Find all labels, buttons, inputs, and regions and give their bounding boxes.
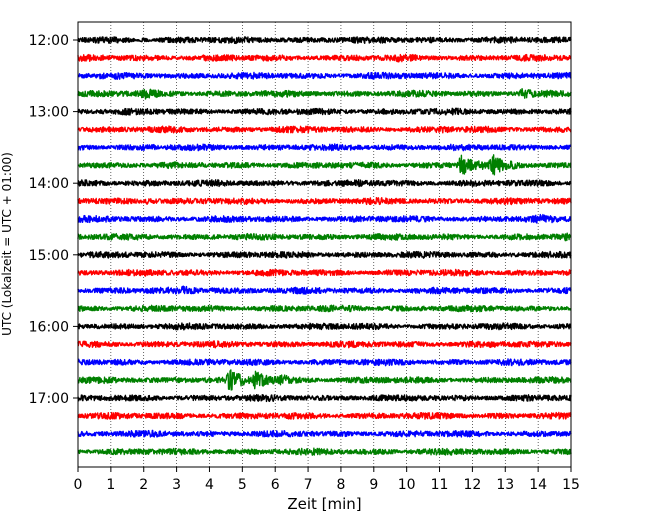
x-tick-label: 11 [431,477,449,493]
trace-1245 [77,88,572,100]
y-tick-label: 14:00 [29,176,69,192]
plot-frame [77,21,572,468]
x-axis-label: Zeit [min] [287,495,361,513]
trace-1745 [77,447,572,456]
grid-lines [110,22,539,467]
trace-1345 [77,154,572,176]
trace-1500 [77,250,572,259]
x-tick-label: 12 [463,477,481,493]
x-tick-label: 13 [496,477,514,493]
trace-1430 [77,213,572,224]
trace-1400 [77,178,572,188]
x-tick-label: 2 [139,477,148,493]
x-tick-label: 8 [336,477,345,493]
trace-1530 [77,285,572,295]
x-tick-label: 6 [271,477,280,493]
x-tick-label: 3 [172,477,181,493]
x-tick-label: 14 [529,477,547,493]
trace-layer [77,36,572,456]
trace-1600 [77,322,572,331]
trace-1415 [77,196,572,206]
trace-1215 [77,53,572,63]
x-tick-label: 0 [74,477,83,493]
x-tick-label: 9 [369,477,378,493]
trace-1545 [77,304,572,313]
y-tick-label: 17:00 [29,391,69,407]
trace-1615 [77,340,572,349]
trace-1645 [77,369,572,391]
trace-1200 [77,36,572,45]
trace-1230 [77,71,572,80]
x-tick-label: 4 [205,477,214,493]
x-tick-label: 5 [238,477,247,493]
x-tick-label: 7 [304,477,313,493]
trace-1445 [77,232,572,242]
trace-1715 [77,411,572,420]
x-tick-label: 15 [562,477,580,493]
trace-1630 [77,358,572,367]
x-axis-ticks: 0 1 2 3 4 5 6 7 8 9 10 11 12 13 14 15 [74,467,580,493]
y-tick-label: 16:00 [29,319,69,335]
x-tick-label: 10 [398,477,416,493]
x-tick-label: 1 [106,477,115,493]
trace-1315 [77,125,572,134]
trace-1700 [77,393,572,403]
y-tick-label: 12:00 [29,33,69,49]
y-axis-ticks: 12:00 13:00 14:00 15:00 16:00 17:00 [29,33,78,407]
y-axis-label: UTC (Lokalzeit = UTC + 01:00) [0,152,14,336]
trace-1300 [77,107,572,116]
trace-1515 [77,268,572,277]
trace-1730 [77,429,572,438]
y-tick-label: 15:00 [29,248,69,264]
trace-1330 [77,143,572,152]
y-tick-label: 13:00 [29,105,69,121]
